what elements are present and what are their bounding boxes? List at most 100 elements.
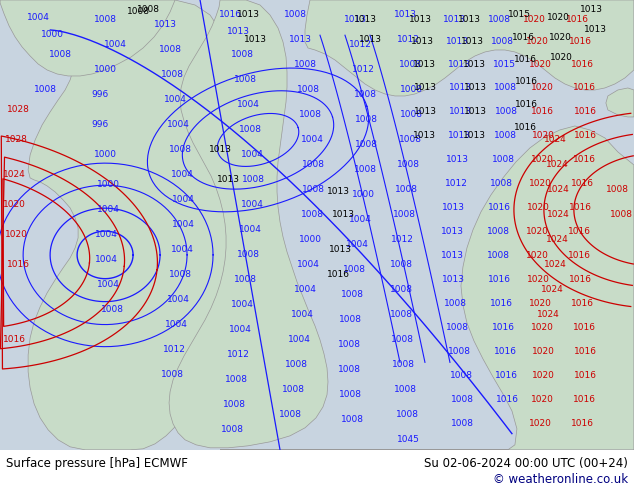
Text: 1020: 1020: [526, 227, 548, 236]
Text: 1008: 1008: [238, 125, 262, 134]
Text: 1004: 1004: [96, 205, 120, 215]
Text: 1012: 1012: [444, 179, 467, 189]
Text: 1013: 1013: [465, 107, 488, 117]
Text: 1016: 1016: [531, 107, 554, 117]
Text: 1004: 1004: [27, 14, 49, 23]
Text: 1020: 1020: [522, 16, 545, 24]
Text: 1020: 1020: [531, 395, 553, 404]
Text: 1008: 1008: [392, 210, 415, 220]
Text: 1016: 1016: [573, 395, 597, 404]
Text: 1020: 1020: [550, 53, 573, 63]
Text: 1013: 1013: [441, 227, 465, 236]
Text: 1016: 1016: [571, 299, 595, 308]
Text: 1008: 1008: [389, 285, 413, 294]
Text: 1016: 1016: [566, 16, 590, 24]
Text: 1000: 1000: [41, 30, 63, 40]
Text: 1008: 1008: [340, 291, 363, 299]
Text: 1004: 1004: [301, 135, 323, 145]
Text: 1013: 1013: [441, 251, 465, 260]
Text: 1008: 1008: [488, 227, 510, 236]
Text: 1013: 1013: [450, 107, 472, 117]
Text: 1013: 1013: [462, 37, 484, 47]
Text: 1045: 1045: [396, 435, 420, 444]
Text: 1016: 1016: [495, 347, 517, 356]
Text: 1008: 1008: [391, 360, 415, 369]
Text: 1004: 1004: [94, 255, 117, 265]
Text: 1013: 1013: [153, 21, 176, 29]
Text: 1013: 1013: [327, 187, 349, 196]
Text: 1016: 1016: [514, 55, 538, 65]
Text: 1020: 1020: [529, 60, 552, 70]
Text: 1016: 1016: [571, 179, 595, 189]
Text: 1008: 1008: [169, 146, 191, 154]
Text: 1008: 1008: [398, 60, 422, 70]
Text: 1008: 1008: [354, 166, 377, 174]
Text: 1016: 1016: [512, 33, 536, 43]
Text: 1008: 1008: [446, 323, 469, 332]
Text: 1004: 1004: [288, 335, 311, 344]
Text: 1028: 1028: [4, 135, 27, 145]
Text: 1015: 1015: [493, 60, 517, 70]
Text: 1024: 1024: [543, 260, 566, 270]
Text: 1013: 1013: [446, 155, 469, 165]
Polygon shape: [220, 126, 634, 450]
Text: 1020: 1020: [529, 179, 552, 189]
Text: 1008: 1008: [281, 385, 304, 394]
Text: 1024: 1024: [536, 310, 559, 319]
Text: Su 02-06-2024 00:00 UTC (00+24): Su 02-06-2024 00:00 UTC (00+24): [424, 457, 628, 470]
Text: 1013: 1013: [344, 16, 366, 24]
Text: 1012: 1012: [162, 345, 186, 354]
Text: 1013: 1013: [394, 10, 417, 20]
Text: 1008: 1008: [448, 347, 472, 356]
Text: 1013: 1013: [450, 83, 472, 93]
Text: 1012: 1012: [351, 66, 375, 74]
Text: 1008: 1008: [160, 370, 184, 379]
Text: 1008: 1008: [394, 185, 417, 195]
Text: 1008: 1008: [495, 131, 517, 141]
Text: 1008: 1008: [491, 37, 514, 47]
Text: 1004: 1004: [167, 121, 190, 129]
Text: 1013: 1013: [236, 10, 259, 20]
Text: 1013: 1013: [585, 25, 607, 34]
Text: 1004: 1004: [238, 225, 261, 234]
Text: 1013: 1013: [358, 35, 382, 45]
Text: 1008: 1008: [611, 210, 633, 220]
Text: 1020: 1020: [3, 200, 25, 209]
Text: 1016: 1016: [574, 107, 597, 117]
Text: 1012: 1012: [349, 41, 372, 49]
Text: 1008: 1008: [488, 16, 512, 24]
Text: 1012: 1012: [396, 35, 420, 45]
Text: 1013: 1013: [243, 35, 266, 45]
Text: 1013: 1013: [465, 83, 488, 93]
Text: 1004: 1004: [294, 285, 316, 294]
Text: 1004: 1004: [229, 325, 252, 334]
Text: 1016: 1016: [569, 37, 592, 47]
Text: 1012: 1012: [226, 350, 249, 359]
Text: 1012: 1012: [391, 235, 413, 245]
Text: 1016: 1016: [574, 347, 597, 356]
Polygon shape: [28, 0, 246, 450]
Text: 1013: 1013: [463, 60, 486, 70]
Text: 1008: 1008: [294, 60, 316, 70]
Text: 1008: 1008: [34, 85, 56, 95]
Text: 1013: 1013: [448, 131, 472, 141]
Text: 1013: 1013: [328, 245, 351, 254]
Text: 1013: 1013: [458, 16, 481, 24]
Text: 1008: 1008: [354, 141, 377, 149]
Text: 1016: 1016: [493, 323, 515, 332]
Text: 1004: 1004: [349, 216, 372, 224]
Text: 1008: 1008: [354, 91, 377, 99]
Text: 1008: 1008: [233, 275, 257, 284]
Text: 1013: 1013: [288, 35, 311, 45]
Text: Surface pressure [hPa] ECMWF: Surface pressure [hPa] ECMWF: [6, 457, 188, 470]
Text: 1013: 1013: [226, 27, 250, 36]
Text: 1016: 1016: [573, 155, 597, 165]
Text: 1008: 1008: [285, 360, 307, 369]
Text: 1008: 1008: [223, 400, 245, 409]
Text: 1013: 1013: [354, 16, 377, 24]
Text: 1016: 1016: [496, 395, 519, 404]
Text: 1016: 1016: [574, 131, 597, 141]
Text: 1013: 1013: [446, 37, 469, 47]
Text: 1008: 1008: [169, 270, 191, 279]
Text: 1004: 1004: [236, 100, 259, 109]
